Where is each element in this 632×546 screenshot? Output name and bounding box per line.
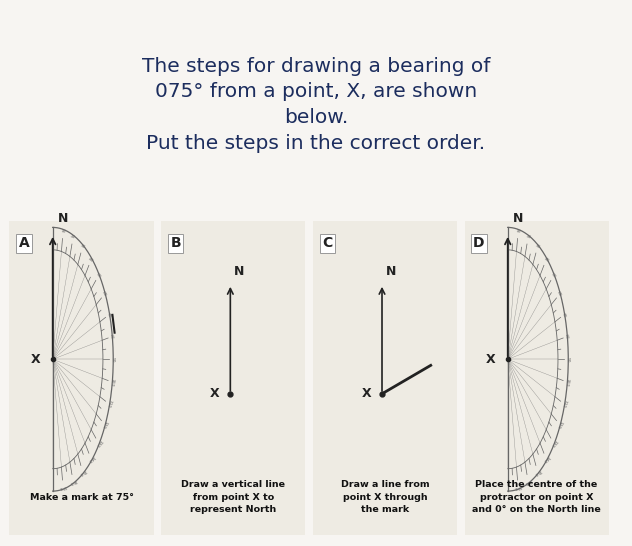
Text: Place the centre of the
protractor on point X
and 0° on the North line: Place the centre of the protractor on po…	[472, 480, 601, 514]
Text: 90: 90	[111, 357, 114, 362]
Text: 70: 70	[561, 312, 566, 318]
Text: 60: 60	[101, 291, 107, 298]
Text: 140: 140	[542, 455, 550, 463]
Text: 150: 150	[533, 468, 542, 476]
Text: 40: 40	[88, 257, 94, 263]
Text: 170: 170	[59, 484, 68, 490]
Text: X: X	[210, 387, 219, 400]
Text: Draw a line from
point X through
the mark: Draw a line from point X through the mar…	[341, 480, 429, 514]
Text: 10: 10	[60, 229, 66, 234]
Text: 30: 30	[534, 244, 541, 250]
Text: 130: 130	[94, 438, 102, 447]
Text: 90: 90	[566, 357, 569, 362]
Text: N: N	[513, 212, 523, 224]
FancyBboxPatch shape	[463, 218, 610, 538]
Text: 130: 130	[549, 438, 557, 447]
Text: 160: 160	[68, 478, 78, 485]
Text: 150: 150	[78, 468, 87, 476]
Text: The steps for drawing a bearing of
075° from a point, X, are shown
below.
Put th: The steps for drawing a bearing of 075° …	[142, 57, 490, 153]
Text: 100: 100	[109, 377, 114, 386]
FancyBboxPatch shape	[8, 218, 155, 538]
Text: B: B	[170, 236, 181, 250]
Text: 20: 20	[70, 234, 76, 240]
Text: 20: 20	[525, 234, 532, 240]
Text: 110: 110	[561, 399, 567, 408]
FancyBboxPatch shape	[312, 218, 458, 538]
Text: 60: 60	[556, 291, 562, 298]
Text: Draw a vertical line
from point X to
represent North: Draw a vertical line from point X to rep…	[181, 480, 285, 514]
Text: Make a mark at 75°: Make a mark at 75°	[30, 493, 133, 502]
Text: 50: 50	[95, 272, 102, 279]
Text: D: D	[473, 236, 485, 250]
Text: 80: 80	[564, 334, 569, 340]
Text: 120: 120	[556, 420, 563, 429]
Text: N: N	[386, 265, 396, 277]
Text: 110: 110	[106, 399, 112, 408]
Text: 70: 70	[106, 312, 111, 318]
Text: X: X	[30, 353, 40, 366]
Text: 30: 30	[79, 244, 86, 250]
Text: 120: 120	[100, 420, 108, 429]
Text: X: X	[362, 387, 371, 400]
Text: 170: 170	[514, 484, 523, 490]
Text: 40: 40	[543, 257, 549, 263]
Text: 100: 100	[564, 377, 569, 386]
Text: X: X	[485, 353, 495, 366]
Text: C: C	[322, 236, 332, 250]
FancyBboxPatch shape	[160, 218, 307, 538]
Text: N: N	[58, 212, 68, 224]
Text: N: N	[234, 265, 244, 277]
Text: A: A	[18, 236, 29, 250]
Text: 140: 140	[87, 455, 95, 463]
Text: 50: 50	[550, 272, 557, 279]
Text: 80: 80	[109, 334, 114, 340]
Text: 10: 10	[515, 229, 521, 234]
Text: 160: 160	[523, 478, 533, 485]
